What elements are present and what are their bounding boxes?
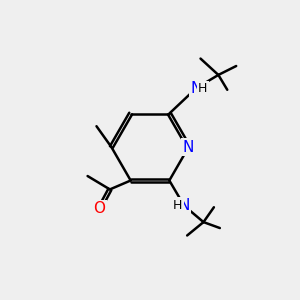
Text: O: O: [94, 201, 106, 216]
Text: N: N: [178, 198, 190, 213]
Text: H: H: [198, 82, 207, 95]
Text: N: N: [183, 140, 194, 154]
Text: N: N: [190, 81, 202, 96]
Text: H: H: [173, 199, 182, 212]
